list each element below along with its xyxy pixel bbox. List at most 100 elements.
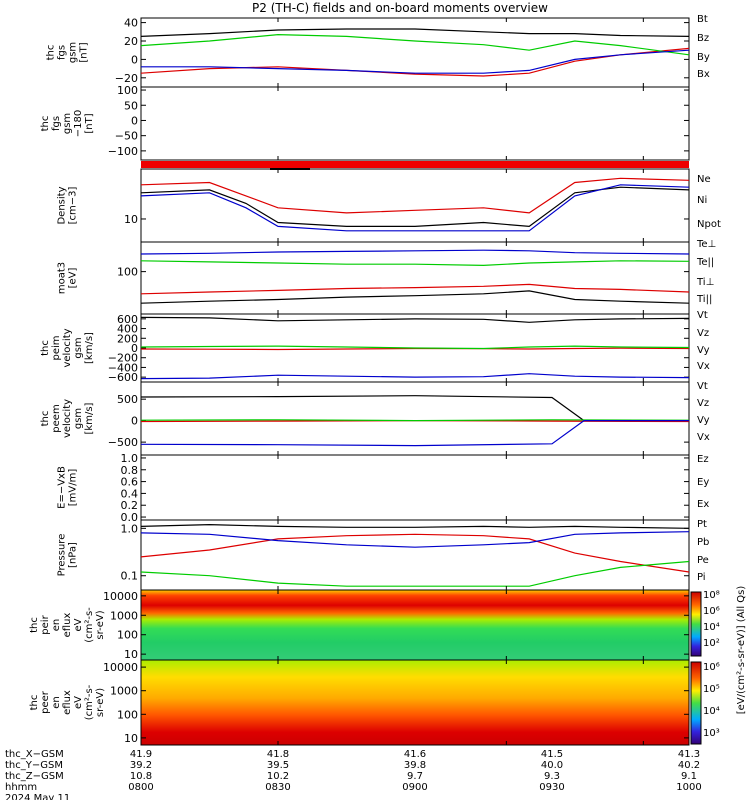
legend-Bt: Bt (697, 14, 708, 25)
legend-Vy: Vy (697, 415, 710, 426)
y-tick-label: −200 (108, 352, 138, 365)
colorbar-tick: 10⁴ (703, 622, 720, 633)
series-Vx (140, 420, 689, 447)
series-Te|| (140, 290, 690, 304)
y-axis-label: E=−VxB (57, 466, 68, 509)
y-axis-label: thc (40, 116, 51, 132)
y-axis-label: [nT] (79, 42, 90, 62)
colorbar-tick: 10² (703, 638, 720, 649)
y-axis-label: [km/s] (84, 332, 95, 364)
y-axis-label: thc (29, 695, 40, 711)
x-row-label: thc_X−GSM (5, 749, 64, 760)
series-Pe (140, 560, 690, 587)
y-tick-label: −600 (108, 371, 138, 384)
legend-Pe: Pe (697, 555, 709, 566)
colorbar-tick: 10⁴ (703, 706, 720, 717)
series-Vy (140, 345, 690, 350)
y-tick-label: 0 (131, 114, 138, 127)
y-tick-label: 1000 (110, 685, 138, 698)
y-axis-label: eflux (62, 690, 73, 715)
legend-Vx: Vx (697, 361, 710, 372)
series-Pi (140, 531, 690, 548)
series-Vx (140, 373, 690, 380)
y-axis-label: en (51, 619, 62, 632)
y-axis-label: thc (40, 411, 51, 427)
series-Ti⊥ (140, 249, 690, 255)
x-row-value: 10.8 (130, 771, 152, 782)
y-tick-label: 10 (124, 732, 138, 745)
spectrogram-9 (141, 660, 689, 745)
y-tick-label: 0.1 (121, 570, 139, 583)
y-axis-label: fgs (57, 45, 68, 60)
y-axis-label: velocity (62, 399, 73, 438)
series-Ti|| (140, 260, 690, 267)
series-Vt (140, 316, 690, 323)
colorbar-tick: 10⁸ (703, 590, 720, 601)
y-tick-label: 10000 (103, 590, 138, 603)
y-axis-label: gsm (68, 42, 79, 63)
legend-Bx: Bx (697, 69, 710, 80)
y-axis-label: moat3 (57, 262, 68, 294)
y-tick-label: 100 (117, 708, 138, 721)
x-row-value: 40.2 (678, 760, 700, 771)
legend-Vt: Vt (697, 381, 708, 392)
legend-Te⊥: Te⊥ (696, 239, 716, 250)
x-row-value: 40.0 (541, 760, 563, 771)
y-tick-label: 400 (117, 323, 138, 336)
x-row-value: 39.2 (130, 760, 152, 771)
y-axis-label: eflux (62, 613, 73, 638)
y-axis-label: Pressure (57, 534, 68, 577)
x-row-value: 39.8 (404, 760, 426, 771)
y-tick-label: 0.4 (121, 487, 139, 500)
x-row-value: 1000 (676, 782, 701, 793)
legend-Vx: Vx (697, 432, 710, 443)
y-axis-label: peem (51, 404, 62, 432)
legend-Ey: Ey (697, 477, 709, 488)
y-axis-label: [nT] (84, 113, 95, 133)
spectrogram-8 (141, 590, 689, 660)
y-tick-label: 0.2 (121, 499, 139, 512)
legend-Pi: Pi (697, 572, 706, 583)
y-axis-label: eV (73, 618, 84, 631)
series-Vt (140, 395, 689, 422)
y-tick-label: 0 (131, 415, 138, 428)
legend-Pt: Pt (697, 519, 707, 530)
x-row-value: 0800 (128, 782, 153, 793)
series-Te⊥ (140, 283, 690, 295)
y-tick-label: 1000 (110, 609, 138, 622)
x-row-value: 0830 (265, 782, 290, 793)
legend-Ne: Ne (697, 174, 711, 185)
series-Pt (140, 523, 690, 529)
y-axis-label: gsm (62, 113, 73, 134)
series-Bz (140, 47, 690, 77)
y-tick-label: −400 (108, 361, 138, 374)
y-axis-label: eV (73, 696, 84, 709)
y-axis-label: (cm²-s- (84, 684, 95, 720)
y-tick-label: −20 (115, 72, 138, 85)
x-row-value: 10.2 (267, 771, 289, 782)
y-axis-label: thc (46, 45, 57, 61)
panel-frame (140, 519, 690, 591)
panel-frame (140, 86, 690, 161)
legend-Vy: Vy (697, 345, 710, 356)
status-marker (270, 168, 310, 170)
y-tick-label: 10000 (103, 661, 138, 674)
y-tick-label: 100 (117, 266, 138, 279)
legend-Ni: Ni (697, 195, 707, 206)
y-axis-label: peer (40, 690, 51, 714)
y-tick-label: 600 (117, 313, 138, 326)
legend-Pb: Pb (697, 537, 709, 548)
x-row-value: 0900 (402, 782, 427, 793)
y-axis-label: Density (57, 186, 68, 224)
y-tick-label: 0.0 (121, 511, 139, 524)
y-tick-label: 20 (124, 35, 138, 48)
x-row-value: 0930 (539, 782, 564, 793)
y-tick-label: 0 (131, 342, 138, 355)
y-axis-label: [km/s] (84, 402, 95, 434)
legend-Vz: Vz (697, 328, 709, 339)
y-tick-label: 100 (117, 84, 138, 97)
colorbar-tick: 10³ (703, 728, 720, 739)
y-axis-label: thc (40, 340, 51, 356)
legend-Ti⊥: Ti⊥ (696, 277, 714, 288)
